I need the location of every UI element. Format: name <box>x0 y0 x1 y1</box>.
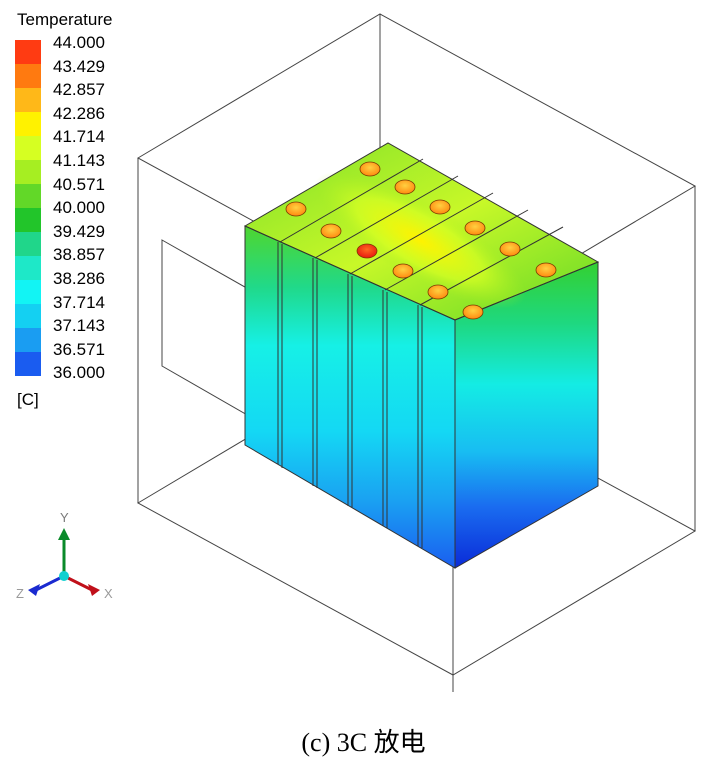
legend-swatch <box>15 136 41 160</box>
terminal <box>429 199 451 215</box>
legend-swatch <box>15 328 41 352</box>
legend-value: 44.000 <box>53 33 105 52</box>
battery-pack <box>245 143 598 568</box>
legend-value: 40.000 <box>53 198 105 218</box>
legend-value: 42.286 <box>53 103 105 123</box>
legend-swatch <box>15 184 41 208</box>
axis-label-x: X <box>104 586 113 601</box>
terminal-hot <box>356 243 378 259</box>
terminal <box>359 161 381 177</box>
legend-swatch <box>15 64 41 88</box>
legend-value: 38.286 <box>53 268 105 288</box>
legend-swatch <box>15 160 41 184</box>
figure-caption: (c) 3C 放电 <box>301 728 426 757</box>
legend-swatch <box>15 352 41 376</box>
terminal <box>285 201 307 217</box>
legend-swatch <box>15 304 41 328</box>
legend-value: 37.714 <box>53 292 105 312</box>
legend-swatch <box>15 88 41 112</box>
legend-value: 41.714 <box>53 127 105 147</box>
legend-value: 39.429 <box>53 221 105 241</box>
legend-swatch <box>15 256 41 280</box>
legend-colorbar <box>15 40 41 376</box>
terminal <box>320 223 342 239</box>
legend-value: 37.143 <box>53 316 105 336</box>
legend-swatch <box>15 40 41 64</box>
legend-value: 42.857 <box>53 80 105 100</box>
legend-value: 36.000 <box>53 363 105 383</box>
axis-label-z: Z <box>16 586 24 601</box>
axis-triad: Y X Z <box>16 510 113 601</box>
legend-value: 43.429 <box>53 56 105 76</box>
legend-labels: 44.000 43.429 42.857 42.286 41.714 41.14… <box>53 33 105 387</box>
terminal <box>394 179 416 195</box>
legend-value: 40.571 <box>53 174 105 194</box>
legend-swatch <box>15 112 41 136</box>
terminal <box>464 220 486 236</box>
terminal <box>427 284 449 300</box>
cell-terminals <box>285 161 557 320</box>
axis-label-y: Y <box>60 510 69 525</box>
terminal <box>462 304 484 320</box>
terminal <box>499 241 521 257</box>
terminal <box>535 262 557 278</box>
legend-unit: [C] <box>17 390 39 409</box>
legend-value: 41.143 <box>53 150 105 170</box>
terminal <box>392 263 414 279</box>
legend-swatch <box>15 208 41 232</box>
legend-swatch <box>15 232 41 256</box>
legend-value: 36.571 <box>53 339 105 359</box>
legend-swatch <box>15 280 41 304</box>
legend-value: 38.857 <box>53 245 105 265</box>
legend-title: Temperature <box>17 10 113 29</box>
